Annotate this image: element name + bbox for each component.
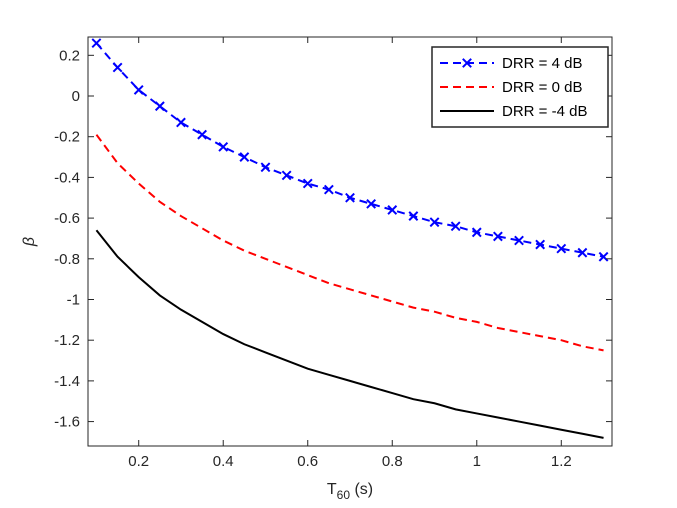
y-tick-label: 0.2 [59, 47, 80, 64]
series-1 [91, 38, 609, 262]
data-point-marker [598, 251, 609, 262]
data-point-marker [239, 152, 250, 162]
legend-marker [462, 58, 472, 68]
x-axis-title: T60 (s) [327, 481, 373, 502]
series-layer [91, 38, 609, 439]
y-tick-label: -0.2 [54, 129, 80, 146]
data-point-marker [429, 217, 440, 228]
x-tick-label: 0.4 [213, 453, 234, 470]
data-point-marker [260, 162, 271, 173]
series-3 [95, 229, 604, 439]
axes-frame [87, 36, 613, 447]
data-point-marker [345, 192, 355, 203]
legend-label: DRR = -4 dB [502, 103, 587, 120]
data-point-marker [154, 101, 165, 112]
data-point-marker [218, 141, 229, 152]
data-point-marker [323, 184, 334, 195]
data-point-marker [556, 243, 567, 254]
data-point-marker [577, 247, 588, 258]
legend-box [431, 46, 609, 128]
data-point-marker [197, 129, 208, 140]
data-point-marker [514, 235, 524, 246]
data-point-marker [176, 117, 186, 128]
x-tick-label: 1 [473, 453, 481, 470]
data-point-marker [302, 178, 313, 189]
y-tick-label: -1.4 [54, 373, 80, 390]
x-tick-label: 0.8 [382, 453, 403, 470]
y-tick-label: -1.6 [54, 414, 80, 431]
legend: DRR = 4 dB DRR = 0 dB DRR = -4 dB [431, 46, 609, 128]
series-line [95, 134, 604, 352]
y-tick-label: -1.2 [54, 332, 80, 349]
data-point-marker [133, 84, 144, 95]
ticks-layer: 0.2 0.4 0.6 0.8 1 1.2 0.2 0 -0.2 -0.4 -0.6 -0.8 -1 -1… [54, 37, 612, 470]
y-tick-label: -0.8 [54, 251, 80, 268]
data-point-marker [535, 239, 546, 250]
data-point-marker [281, 170, 292, 181]
data-point-marker [387, 205, 398, 215]
x-tick-label: 0.6 [297, 453, 318, 470]
data-point-marker [112, 62, 123, 73]
axes-layer [87, 36, 613, 447]
y-tick-label: -0.6 [54, 210, 80, 227]
legend-label: DRR = 4 dB [502, 55, 582, 72]
series-line [95, 229, 604, 439]
y-tick-label: 0 [72, 88, 80, 105]
data-point-marker [492, 231, 503, 242]
series-2 [95, 134, 604, 352]
data-point-marker [408, 211, 419, 221]
y-tick-label: -0.4 [54, 169, 80, 186]
data-point-marker [366, 198, 377, 209]
data-point-marker [471, 227, 482, 238]
data-point-marker [450, 221, 461, 232]
legend-label: DRR = 0 dB [502, 79, 582, 96]
y-tick-label: -1 [67, 291, 80, 308]
data-point-marker [91, 38, 102, 49]
y-axis-title: β [21, 237, 38, 247]
x-tick-label: 1.2 [551, 453, 572, 470]
x-tick-label: 0.2 [128, 453, 149, 470]
